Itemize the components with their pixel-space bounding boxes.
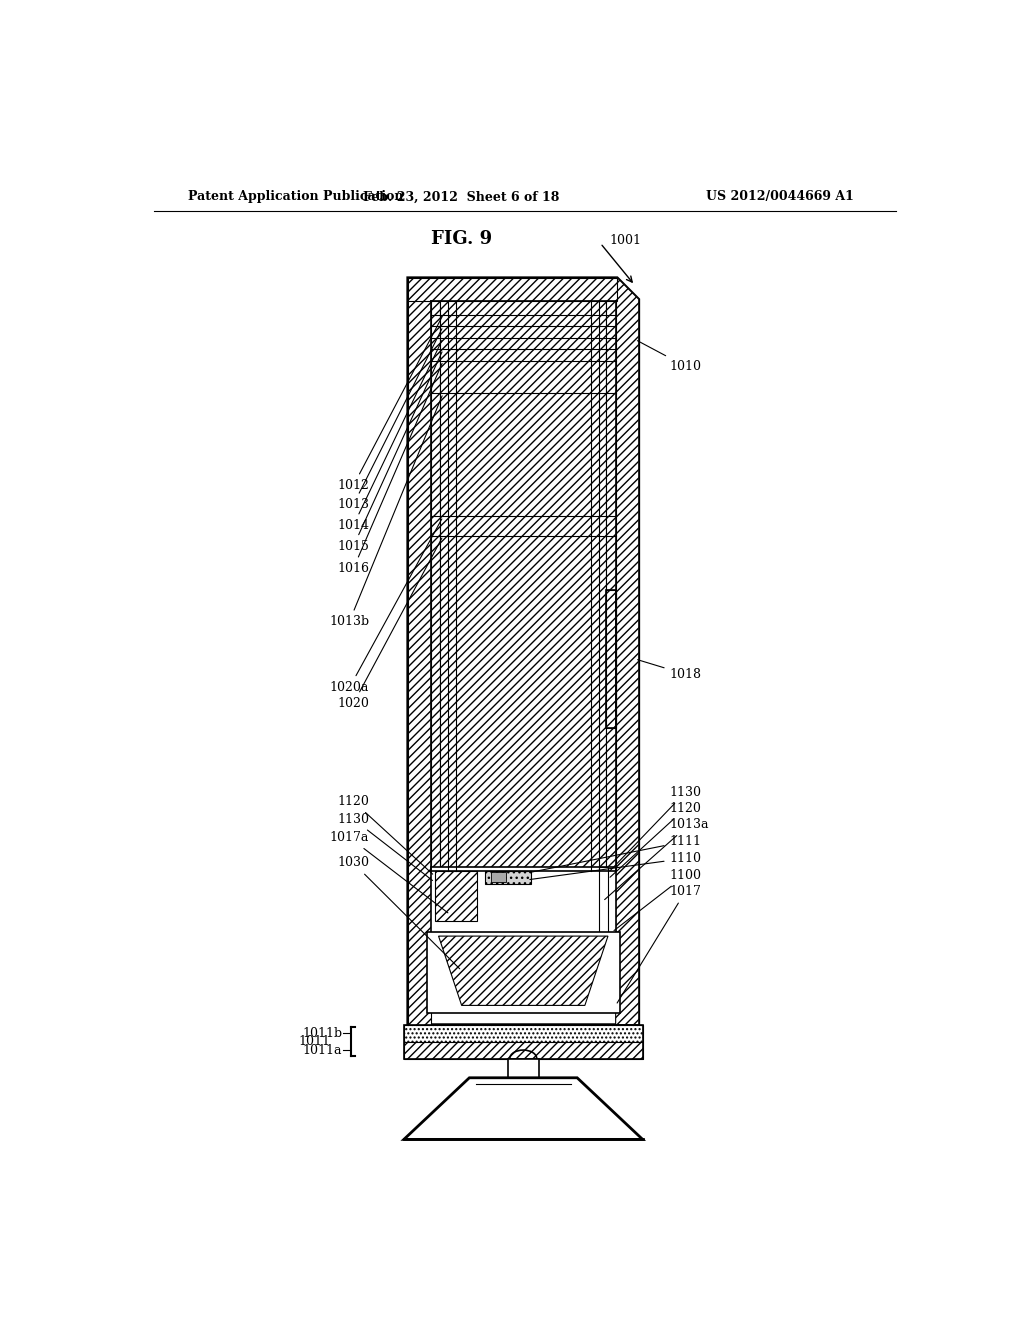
Text: 1013b: 1013b [329, 396, 442, 628]
Text: 1014: 1014 [337, 341, 442, 532]
Polygon shape [508, 1059, 539, 1077]
Polygon shape [606, 590, 615, 729]
Text: 1120: 1120 [610, 801, 701, 878]
Text: US 2012/0044669 A1: US 2012/0044669 A1 [707, 190, 854, 203]
Text: 1012: 1012 [337, 317, 442, 492]
Text: Patent Application Publication: Patent Application Publication [188, 190, 403, 203]
Polygon shape [438, 936, 608, 1006]
Polygon shape [403, 1041, 643, 1059]
Polygon shape [440, 301, 606, 871]
Polygon shape [427, 932, 620, 1014]
Text: 1120: 1120 [337, 795, 433, 874]
Text: 1111: 1111 [529, 834, 701, 873]
Polygon shape [431, 301, 440, 871]
Text: 1020: 1020 [337, 539, 442, 710]
Text: 1011: 1011 [299, 1035, 331, 1048]
Text: 1130: 1130 [610, 785, 701, 871]
Polygon shape [484, 871, 531, 884]
Text: 1016: 1016 [337, 363, 442, 576]
Text: 1110: 1110 [529, 851, 701, 879]
Polygon shape [490, 873, 506, 882]
Polygon shape [408, 277, 431, 1024]
Text: 1020a: 1020a [330, 519, 441, 694]
Text: 1030: 1030 [337, 857, 460, 969]
Polygon shape [615, 277, 639, 1024]
Polygon shape [606, 301, 615, 871]
Text: Feb. 23, 2012  Sheet 6 of 18: Feb. 23, 2012 Sheet 6 of 18 [364, 190, 560, 203]
Text: 1100: 1100 [614, 869, 701, 931]
Text: 1130: 1130 [337, 813, 432, 880]
Text: 1001: 1001 [609, 234, 641, 247]
Polygon shape [403, 1024, 643, 1041]
Text: 1017a: 1017a [330, 832, 447, 913]
Text: 1010: 1010 [637, 341, 701, 372]
Text: 1015: 1015 [337, 352, 442, 553]
Polygon shape [403, 1077, 643, 1139]
Text: FIG. 9: FIG. 9 [431, 230, 493, 248]
Text: 1013: 1013 [337, 329, 442, 511]
Text: 1013a: 1013a [604, 818, 709, 900]
Polygon shape [435, 871, 477, 921]
Text: 1018: 1018 [638, 660, 701, 681]
Polygon shape [431, 867, 615, 936]
Polygon shape [599, 867, 608, 936]
Polygon shape [408, 277, 639, 1024]
Text: 1017: 1017 [617, 884, 701, 1003]
Text: 1011a: 1011a [303, 1044, 342, 1056]
Text: 1011b: 1011b [302, 1027, 342, 1040]
Polygon shape [408, 277, 617, 301]
